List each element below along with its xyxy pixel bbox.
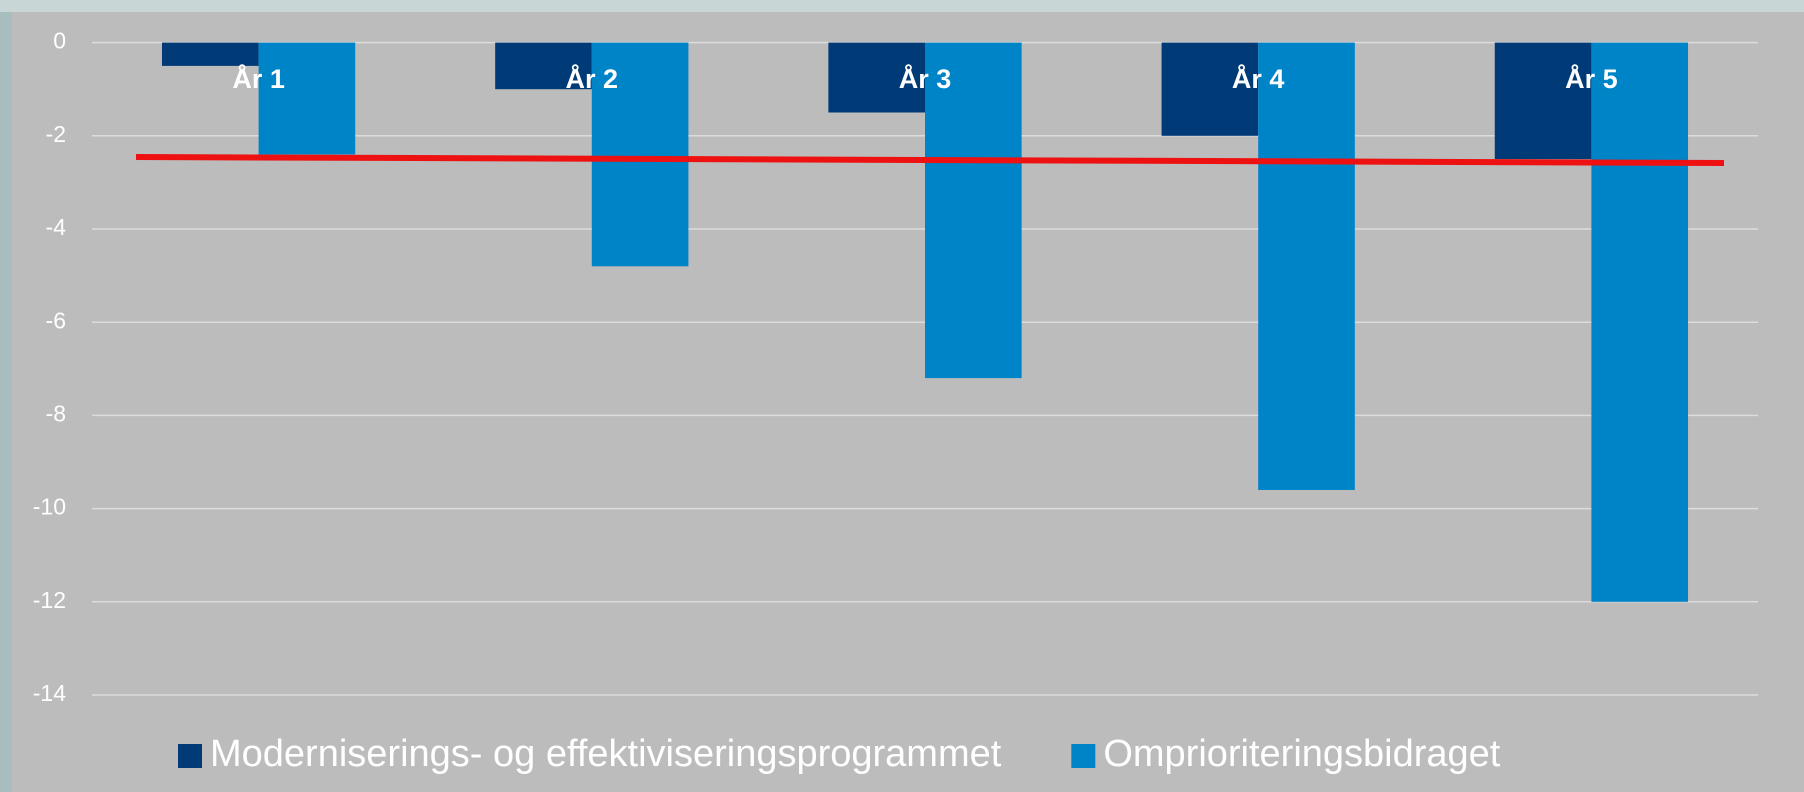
y-tick-label: -14 xyxy=(33,680,66,706)
x-tick-label: År 5 xyxy=(1565,63,1618,94)
plot-area: 0 -2 -4 -6 -8 -10 -12 -14 År 1 År 2 År 3 År 4 År 5 xyxy=(33,28,1758,706)
bar xyxy=(1494,42,1592,160)
legend: Moderniserings- og effektiviseringsprogr… xyxy=(178,733,1501,775)
top-strip xyxy=(0,0,1804,12)
bar xyxy=(495,42,592,90)
bar xyxy=(161,42,259,66)
bar xyxy=(1161,42,1259,136)
bar xyxy=(1591,42,1689,602)
x-tick-label: År 1 xyxy=(232,63,285,94)
x-tick-label: År 3 xyxy=(899,63,952,94)
reference-line xyxy=(135,154,1725,166)
legend-swatch xyxy=(178,744,202,768)
bar xyxy=(828,42,925,113)
y-tick-label: -4 xyxy=(46,214,67,240)
y-tick-label: 0 xyxy=(53,28,66,54)
bar xyxy=(258,42,356,155)
bar xyxy=(591,42,689,267)
legend-swatch xyxy=(1071,744,1096,768)
bar xyxy=(1258,42,1355,490)
y-tick-label: -10 xyxy=(33,494,66,520)
y-tick-label: -6 xyxy=(46,307,66,333)
legend-label: Omprioriteringsbidraget xyxy=(1103,733,1500,775)
y-tick-label: -2 xyxy=(46,121,66,147)
x-tick-label: År 4 xyxy=(1232,63,1285,94)
bar xyxy=(925,42,1022,379)
y-tick-label: -12 xyxy=(33,587,66,613)
x-tick-label: År 2 xyxy=(566,63,619,94)
legend-label: Moderniserings- og effektiviseringsprogr… xyxy=(210,733,1002,775)
y-tick-label: -8 xyxy=(46,400,66,426)
